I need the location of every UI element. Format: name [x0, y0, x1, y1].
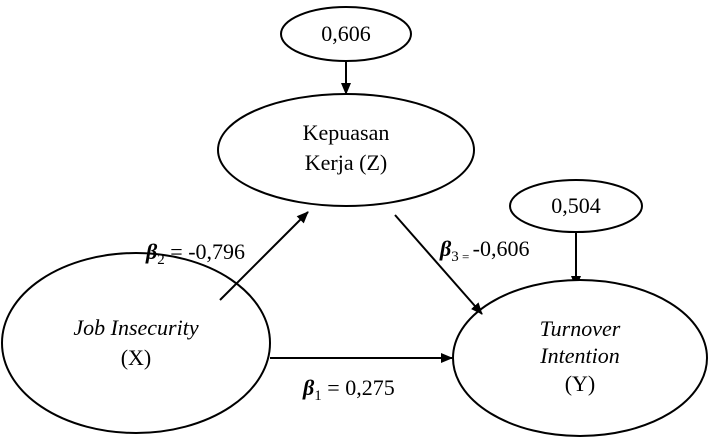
node-kepuasan-label-2: Kerja (Z) [305, 150, 387, 175]
arrow-x-to-z [219, 211, 309, 301]
node-kepuasan-kerja: Kepuasan Kerja (Z) [217, 93, 475, 207]
node-turnover-label-1: Turnover [540, 316, 621, 341]
node-turnover-intention: Turnover Intention (Y) [452, 279, 708, 437]
node-job-insecurity-label-1: Job Insecurity [73, 315, 198, 340]
beta3-equals: = [459, 249, 473, 264]
error-term-y: 0,504 [509, 179, 643, 233]
beta1-subscript: 1 [314, 388, 322, 404]
node-turnover-label-3: (Y) [565, 371, 596, 396]
beta2-subscript: 2 [157, 252, 165, 268]
error-term-z: 0,606 [280, 6, 412, 62]
beta2-value: = -0,796 [165, 239, 245, 264]
beta3-subscript: 3 [451, 249, 459, 265]
beta3-value: -0,606 [473, 236, 530, 261]
node-job-insecurity-label-2: (X) [121, 345, 152, 370]
error-term-y-value: 0,504 [551, 193, 601, 218]
node-kepuasan-label-1: Kepuasan [303, 120, 390, 145]
arrow-z-to-y [394, 214, 483, 315]
error-term-z-value: 0,606 [321, 21, 371, 46]
beta2-symbol: β [145, 239, 158, 264]
beta1-value: = 0,275 [322, 375, 395, 400]
beta3-symbol: β [439, 236, 452, 261]
node-turnover-label-2: Intention [539, 343, 619, 368]
node-job-insecurity: Job Insecurity (X) [1, 252, 271, 434]
beta1-label: β1 = 0,275 [302, 375, 395, 404]
beta2-label: β2 = -0,796 [145, 239, 245, 268]
beta3-label: β3 = -0,606 [439, 236, 529, 265]
beta1-symbol: β [302, 375, 315, 400]
